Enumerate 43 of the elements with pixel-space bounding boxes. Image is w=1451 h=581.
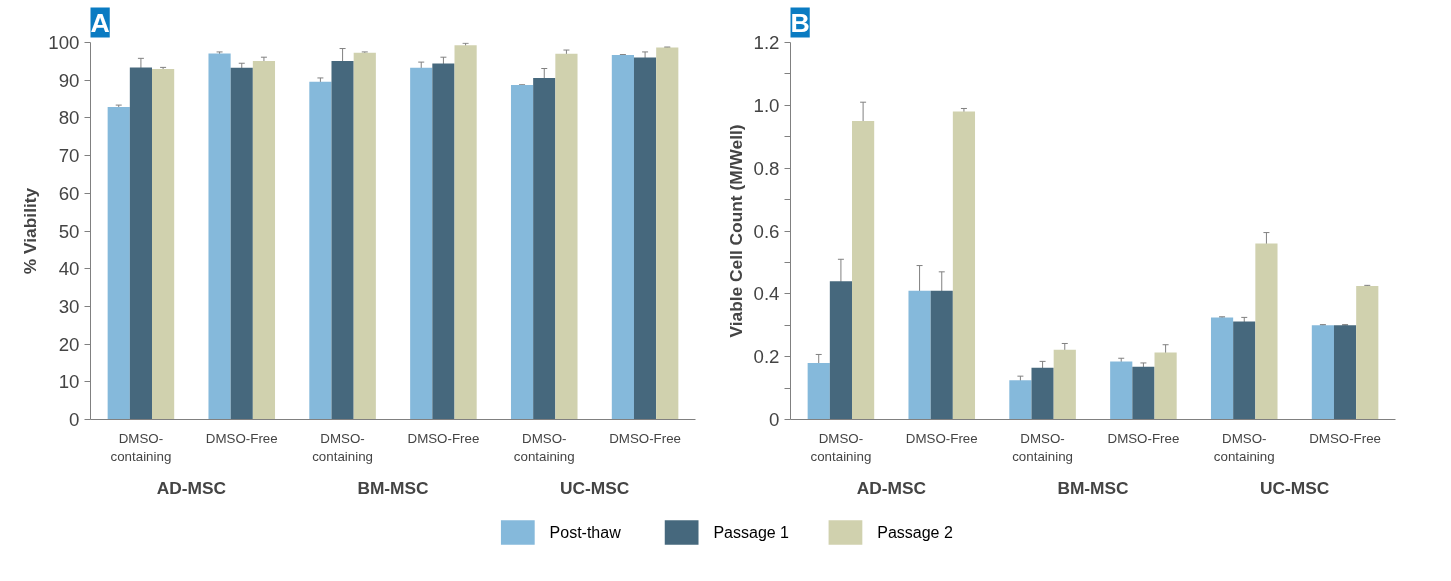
- x-tick-label: DMSO-Free: [407, 430, 480, 446]
- y-axis-title: Viable Cell Count (M/Well): [725, 124, 746, 338]
- legend-label: Post-thaw: [549, 524, 622, 541]
- y-tick-label: 80: [58, 107, 80, 129]
- y-tick-label: 0.4: [753, 283, 780, 305]
- text: AD-MSC: [156, 477, 227, 498]
- x-tick-label: DMSO- containing: [810, 430, 872, 464]
- x-tick-label: DMSO-Free: [609, 430, 681, 446]
- text: UC-MSC: [1260, 477, 1330, 498]
- y-tick-label: 40: [58, 258, 80, 280]
- y-tick-label: 0.8: [753, 157, 780, 179]
- chart-title: B: [790, 7, 810, 38]
- y-tick-label: 10: [58, 371, 80, 393]
- x-tick-label: DMSO- containing: [1012, 430, 1073, 464]
- text: BM-MSC: [357, 477, 430, 498]
- y-tick-label: 50: [58, 220, 80, 242]
- x-tick-label: DMSO-Free: [905, 430, 978, 446]
- x-tick-label: DMSO- containing: [312, 430, 373, 464]
- y-axis-title: % Viability: [20, 187, 41, 275]
- y-tick-label: 20: [58, 333, 80, 355]
- y-tick-label: 0: [769, 409, 780, 430]
- y-tick-label: 100: [48, 32, 80, 53]
- legend-label: Passage 1: [713, 524, 790, 541]
- legend-label: Passage 2: [877, 524, 953, 541]
- x-tick-label: DMSO-Free: [205, 430, 278, 446]
- text: AD-MSC: [856, 477, 927, 498]
- text: BM-MSC: [1057, 477, 1130, 498]
- x-tick-label: DMSO- containing: [110, 430, 172, 464]
- x-tick-label: DMSO-Free: [1309, 430, 1381, 446]
- y-tick-label: 0: [69, 409, 80, 430]
- y-tick-label: 1.2: [753, 32, 780, 53]
- x-tick-label: DMSO- containing: [513, 430, 575, 464]
- y-tick-label: 1.0: [753, 94, 780, 116]
- y-tick-label: 70: [58, 145, 80, 167]
- y-tick-label: 30: [58, 295, 80, 317]
- x-tick-label: DMSO-Free: [1107, 430, 1180, 446]
- x-tick-label: DMSO- containing: [1213, 430, 1275, 464]
- y-tick-label: 0.2: [753, 346, 780, 368]
- text: UC-MSC: [560, 477, 630, 498]
- chart-title: A: [90, 7, 110, 38]
- y-tick-label: 60: [58, 182, 80, 204]
- y-tick-label: 0.6: [753, 220, 780, 242]
- y-tick-label: 90: [58, 69, 80, 91]
